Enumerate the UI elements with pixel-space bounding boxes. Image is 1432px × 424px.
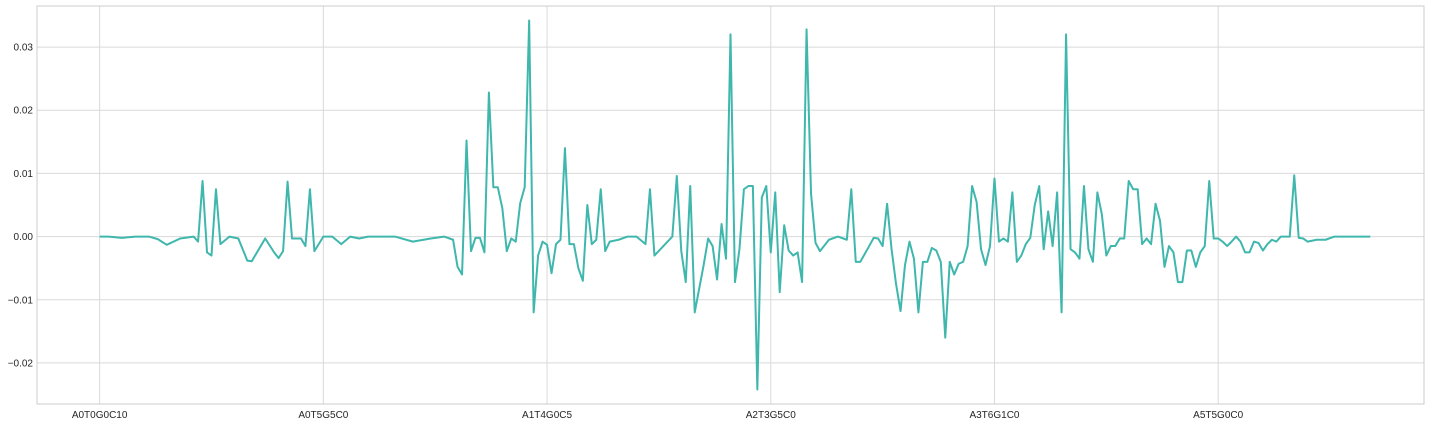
y-tick-label: −0.01 bbox=[8, 295, 34, 306]
x-tick-label: A3T6G1C0 bbox=[969, 410, 1019, 421]
x-tick-label: A0T5G5C0 bbox=[298, 410, 348, 421]
x-tick-label: A5T5G0C0 bbox=[1193, 410, 1243, 421]
x-tick-label: A1T4G0C5 bbox=[522, 410, 572, 421]
x-axis-ticks: A0T0G0C10 A0T5G5C0 A1T4G0C5 A2T3G5C0 A3T6G1C… bbox=[72, 410, 1244, 421]
x-tick-label: A0T0G0C10 bbox=[72, 410, 128, 421]
y-tick-label: 0.00 bbox=[14, 232, 34, 243]
y-tick-label: 0.02 bbox=[14, 106, 34, 117]
y-tick-label: 0.03 bbox=[14, 43, 34, 54]
x-tick-label: A2T3G5C0 bbox=[746, 410, 796, 421]
plot-frame bbox=[36, 5, 1425, 405]
series-line bbox=[99, 19, 1371, 391]
y-tick-label: 0.01 bbox=[14, 169, 34, 180]
y-axis-ticks: −0.02 −0.01 0.00 0.01 0.02 0.03 bbox=[8, 43, 34, 370]
series-layer bbox=[99, 19, 1371, 391]
y-tick-label: −0.02 bbox=[8, 358, 34, 369]
